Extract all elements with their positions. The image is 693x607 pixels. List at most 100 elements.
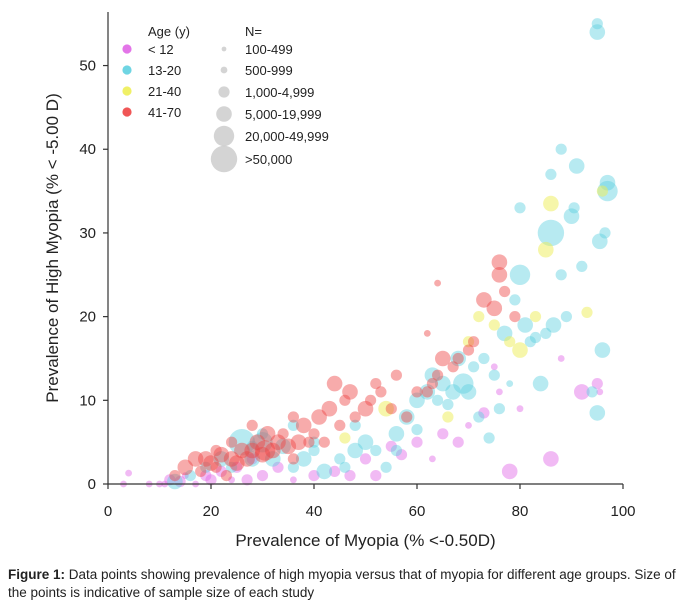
data-point [524, 336, 536, 348]
data-point [589, 405, 606, 421]
data-point [308, 428, 320, 440]
legend-size-label: 1,000-4,999 [245, 85, 314, 100]
data-point [592, 233, 608, 250]
legend-size-marker [216, 106, 232, 122]
data-point [365, 394, 377, 406]
data-point [295, 417, 312, 434]
data-point [409, 392, 425, 409]
data-point [424, 367, 441, 384]
data-point [249, 434, 266, 451]
data-point [432, 369, 444, 381]
legend-size-label: 20,000-49,999 [245, 129, 329, 144]
data-point [223, 451, 240, 467]
data-point [452, 352, 464, 365]
data-point [226, 436, 238, 448]
data-point [509, 264, 531, 285]
data-point [334, 453, 346, 465]
data-point [256, 428, 269, 440]
data-point [226, 461, 238, 473]
data-point [303, 436, 315, 448]
data-point [246, 419, 258, 431]
data-point [491, 254, 508, 270]
data-point [504, 336, 516, 348]
x-tick-label: 40 [306, 503, 323, 520]
data-point [380, 461, 392, 473]
data-point [357, 434, 374, 451]
data-point [599, 227, 611, 239]
data-point [277, 428, 289, 440]
legend-age-marker [122, 65, 132, 75]
data-point [287, 411, 299, 423]
data-point [334, 419, 346, 431]
data-point [473, 411, 485, 423]
caption-text: Data points showing prevalence of high m… [8, 567, 676, 600]
x-axis-title: Prevalence of Myopia (% <-0.50D) [235, 531, 495, 550]
data-point [529, 331, 542, 344]
data-point [254, 446, 271, 463]
legend-age-label: 13-20 [148, 63, 181, 78]
data-point [586, 386, 598, 398]
data-point [359, 453, 372, 465]
axes [107, 12, 623, 485]
x-tick-label: 20 [203, 503, 220, 520]
data-point [435, 350, 451, 367]
data-point [339, 432, 351, 444]
y-tick-label: 10 [79, 392, 96, 409]
y-tick-label: 0 [88, 476, 96, 493]
data-point [540, 327, 552, 339]
data-point [462, 336, 475, 348]
data-point [486, 300, 503, 317]
data-point [287, 419, 299, 431]
data-point [295, 451, 312, 467]
x-axis-ticks: 0 20 40 60 80 100 [104, 484, 636, 520]
data-point [591, 378, 603, 390]
data-point [321, 400, 338, 417]
data-point [501, 463, 518, 480]
data-point [265, 442, 281, 459]
data-point [596, 388, 604, 396]
data-point [493, 403, 505, 415]
data-point [390, 369, 402, 381]
data-point [311, 409, 327, 425]
data-point [244, 442, 260, 459]
legend-size-marker [213, 125, 235, 147]
data-point [259, 426, 276, 442]
data-point [290, 434, 307, 451]
data-point [388, 426, 405, 442]
legend-size-title: N= [245, 24, 262, 39]
data-point [574, 384, 590, 400]
data-point [370, 378, 382, 390]
data-point [210, 461, 222, 473]
data-point [432, 394, 444, 406]
legend-size-marker [221, 46, 227, 52]
data-point [411, 436, 423, 448]
data-point [316, 463, 333, 480]
data-point [308, 470, 320, 482]
data-point [339, 394, 351, 406]
legend-size-label: 100-499 [245, 42, 293, 57]
data-point [401, 411, 413, 423]
data-point [543, 195, 559, 212]
data-point [596, 185, 609, 197]
data-point [308, 444, 320, 457]
data-point [516, 405, 524, 413]
data-point [529, 311, 542, 323]
data-point [532, 375, 549, 392]
data-point [496, 388, 503, 396]
data-point [308, 436, 320, 448]
figure-caption: Figure 1: Data points showing prevalence… [8, 566, 688, 602]
x-tick-label: 80 [512, 503, 529, 520]
data-point [220, 470, 232, 482]
data-point [473, 311, 485, 323]
data-point [478, 407, 490, 419]
data-point [213, 451, 230, 467]
data-point [177, 459, 194, 476]
data-point [203, 455, 219, 471]
y-tick-label: 40 [79, 141, 96, 158]
legend-age-marker [122, 44, 132, 54]
data-point [200, 470, 212, 482]
legend-age-label: < 12 [148, 42, 174, 57]
data-point [453, 373, 474, 394]
data-point [125, 469, 132, 477]
data-point [228, 429, 256, 456]
